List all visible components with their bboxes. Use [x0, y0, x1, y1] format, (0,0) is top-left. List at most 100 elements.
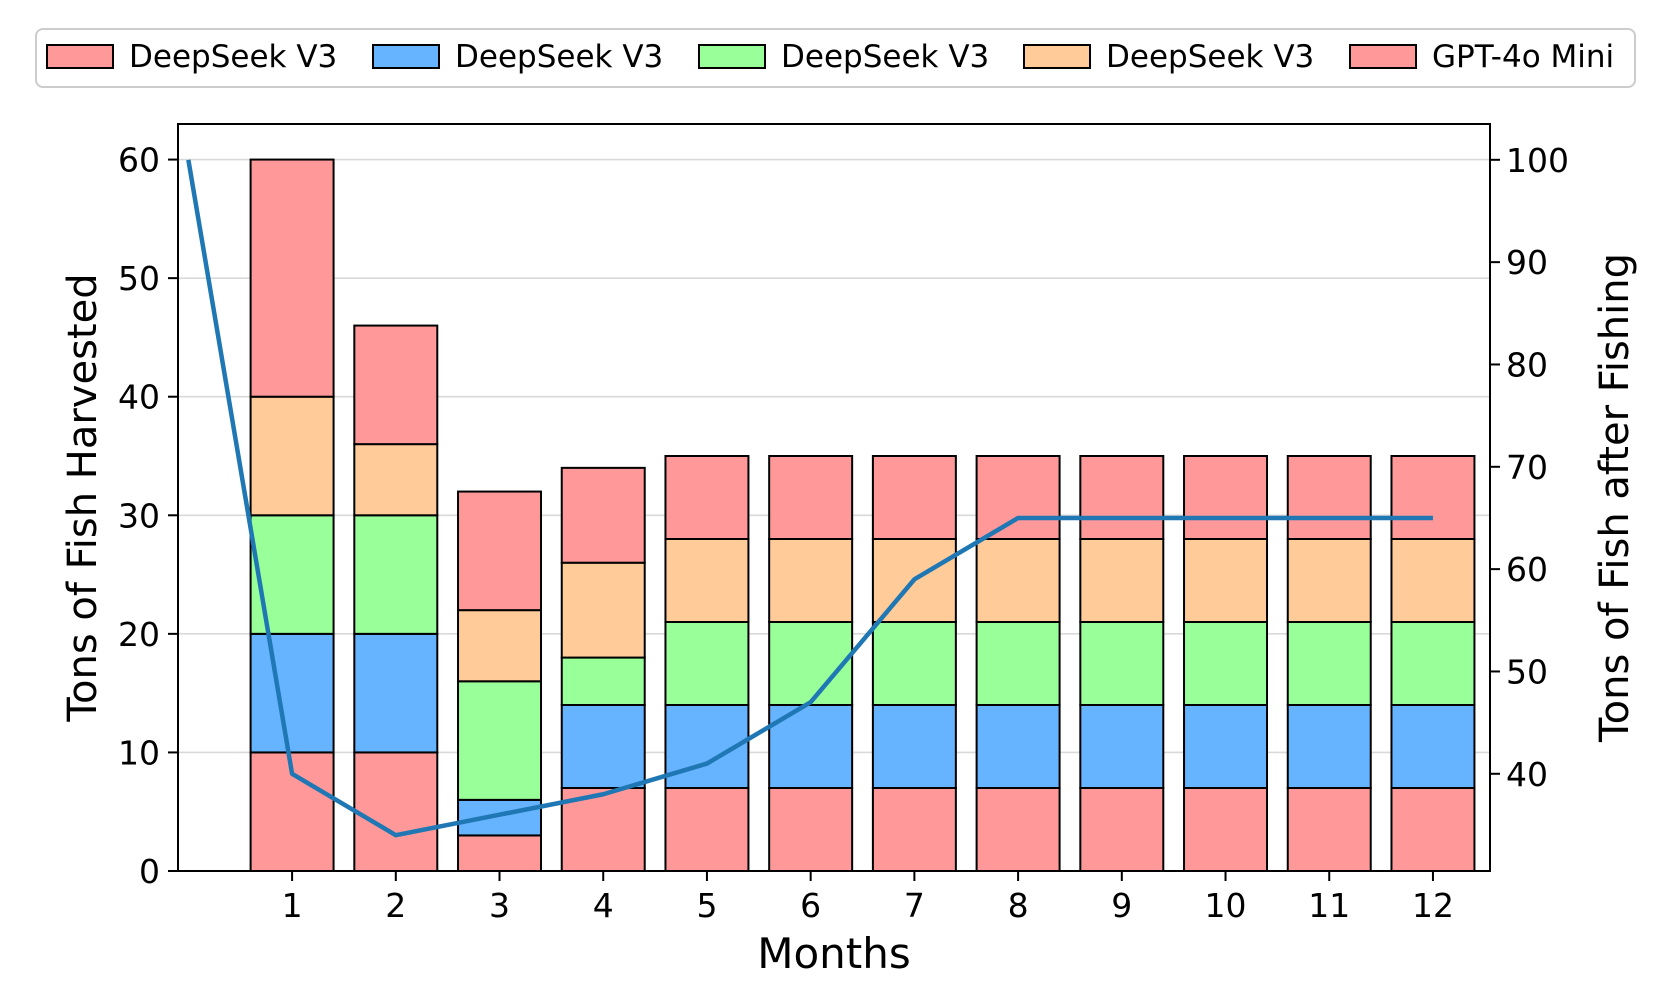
bar-segment — [560, 704, 646, 789]
bar-segment — [1390, 621, 1476, 706]
bar-segment — [871, 455, 957, 540]
bar-segment — [1079, 621, 1165, 706]
y-tick-label: 50 — [118, 259, 160, 298]
y2-tick-label: 90 — [1506, 243, 1548, 282]
bar-segment — [664, 538, 750, 623]
bar-segment — [560, 561, 646, 659]
y2-tick-label: 70 — [1506, 448, 1548, 487]
bar-segment — [353, 632, 439, 754]
bar-segment — [1390, 787, 1476, 872]
bar-segment — [975, 704, 1061, 789]
bar-segment — [768, 621, 854, 706]
bar-segment — [457, 834, 543, 873]
bar-segment — [664, 455, 750, 540]
y2-tick-label: 40 — [1506, 755, 1548, 794]
legend-box — [35, 28, 1636, 88]
bar-segment — [353, 751, 439, 873]
legend-label: DeepSeek V3 — [129, 39, 337, 75]
x-tick-label: 5 — [696, 886, 717, 925]
y2-tick-label: 60 — [1506, 550, 1548, 589]
bar-segment — [1183, 455, 1269, 540]
bar-segment — [457, 490, 543, 612]
bar-segment — [249, 395, 335, 517]
fish-remaining-line — [186, 159, 1433, 838]
y2-tick-label: 100 — [1506, 141, 1569, 180]
bar-segment — [457, 798, 543, 837]
x-axis-label: Months — [757, 929, 911, 978]
legend: DeepSeek V3 DeepSeek V3 DeepSeek V3 DeepSee… — [35, 28, 1636, 88]
bar-segment — [1286, 538, 1372, 623]
x-tick-label: 6 — [800, 886, 821, 925]
x-tick-label: 1 — [282, 886, 303, 925]
bar-segment — [1079, 787, 1165, 872]
legend-swatch — [698, 44, 766, 69]
bar-segment — [768, 538, 854, 623]
y2-tick-label: 80 — [1506, 345, 1548, 384]
bar-segment — [1079, 704, 1165, 789]
x-axis: 1 2 3 4 5 6 7 8 9 10 11 12 — [282, 871, 1454, 925]
x-tick-label: 9 — [1111, 886, 1132, 925]
x-tick-label: 11 — [1308, 886, 1350, 925]
bar-segment — [249, 514, 335, 635]
x-tick-label: 8 — [1008, 886, 1029, 925]
bar-segment — [353, 514, 439, 635]
legend-swatch — [1349, 44, 1417, 69]
y2-tick-label: 50 — [1506, 652, 1548, 691]
bar-segment — [1286, 787, 1372, 872]
bar-segment — [1183, 704, 1269, 789]
bar-segment — [975, 538, 1061, 623]
x-tick-label: 12 — [1412, 886, 1454, 925]
bar-segment — [975, 621, 1061, 706]
legend-swatch — [46, 44, 114, 69]
x-tick-label: 7 — [904, 886, 925, 925]
bars — [249, 158, 1476, 873]
bar-segment — [560, 656, 646, 706]
bar-segment — [1183, 538, 1269, 623]
y-axis-left: 0 10 20 30 40 50 60 — [118, 141, 178, 891]
bar-segment — [975, 787, 1061, 872]
bar-segment — [249, 632, 335, 754]
bar-segment — [768, 787, 854, 872]
bar-segment — [871, 621, 957, 706]
bar-segment — [664, 621, 750, 706]
x-tick-label: 2 — [385, 886, 406, 925]
line-layer — [186, 159, 1433, 838]
bar-segment — [1286, 455, 1372, 540]
bar-segment — [249, 158, 335, 398]
legend-swatch — [372, 44, 440, 69]
bar-segment — [353, 443, 439, 517]
legend-label: DeepSeek V3 — [455, 39, 663, 75]
y-tick-label: 40 — [118, 378, 160, 417]
y-tick-label: 60 — [118, 141, 160, 180]
x-tick-label: 4 — [593, 886, 614, 925]
bar-segment — [1286, 704, 1372, 789]
bar-segment — [1390, 538, 1476, 623]
y-axis-label: Tons of Fish Harvested — [60, 273, 106, 722]
bar-segment — [1183, 787, 1269, 872]
bar-segment — [871, 787, 957, 872]
bar-segment — [1390, 704, 1476, 789]
plot-frame — [177, 123, 1491, 872]
legend-label: DeepSeek V3 — [1106, 39, 1314, 75]
bar-segment — [353, 324, 439, 446]
bar-segment — [560, 466, 646, 564]
legend-label: DeepSeek V3 — [781, 39, 989, 75]
x-tick-label: 3 — [489, 886, 510, 925]
bar-segment — [1183, 621, 1269, 706]
bar-segment — [1286, 621, 1372, 706]
bar-segment — [768, 455, 854, 540]
y-tick-label: 30 — [118, 496, 160, 535]
legend-swatch — [1023, 44, 1091, 69]
y-axis-right: 40 50 60 70 80 90 100 — [1490, 141, 1569, 794]
y-tick-label: 20 — [118, 615, 160, 654]
y-tick-label: 10 — [118, 733, 160, 772]
bar-segment — [664, 787, 750, 872]
bar-segment — [1079, 455, 1165, 540]
bar-segment — [1079, 538, 1165, 623]
bar-segment — [1390, 455, 1476, 540]
legend-label: GPT-4o Mini — [1432, 39, 1614, 75]
y-tick-label: 0 — [139, 852, 160, 891]
bar-segment — [871, 704, 957, 789]
